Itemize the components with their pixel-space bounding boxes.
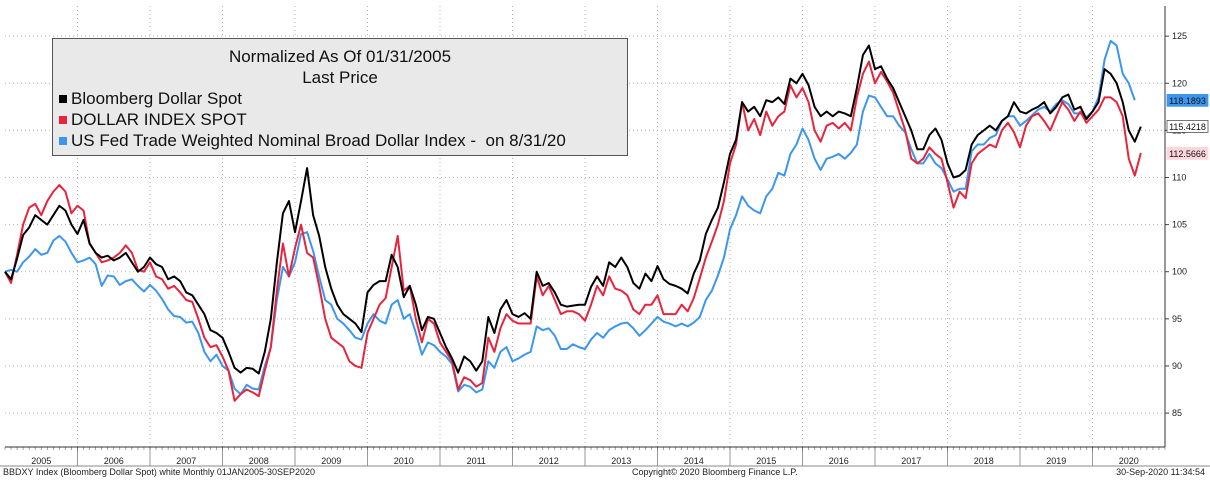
legend-swatch-red: [59, 116, 67, 124]
y-tick-label: 95: [1172, 314, 1182, 324]
last-value-label: 115.4218: [1169, 122, 1206, 132]
legend-item-bloomberg-dollar-spot: Bloomberg Dollar Spot: [59, 89, 242, 109]
legend-title: Normalized As Of 01/31/2005: [228, 47, 452, 66]
footer-timestamp: 30-Sep-2020 11:34:54: [1116, 467, 1205, 477]
footer-copyright: Copyright© 2020 Bloomberg Finance L.P.: [632, 467, 798, 477]
x-tick-label: 2019: [1046, 456, 1066, 466]
series-line-1: [4, 60, 1142, 402]
x-tick-label: 2006: [104, 456, 124, 466]
last-value-tag: 118.1893: [1166, 93, 1209, 107]
footer-security-description: BBDXY Index (Bloomberg Dollar Spot) whit…: [3, 467, 316, 477]
legend-label: DOLLAR INDEX SPOT: [71, 110, 247, 129]
legend-label: Bloomberg Dollar Spot: [71, 89, 243, 108]
x-tick-label: 2017: [901, 456, 921, 466]
x-tick-label: 2007: [176, 456, 196, 466]
y-tick-label: 105: [1172, 220, 1187, 230]
x-tick-label: 2005: [31, 456, 51, 466]
y-tick-label: 90: [1172, 361, 1182, 371]
x-tick-label: 2014: [684, 456, 704, 466]
x-tick-label: 2008: [249, 456, 269, 466]
x-tick-label: 2018: [974, 456, 994, 466]
last-value-box: [1166, 120, 1209, 133]
x-tick-label: 2013: [611, 456, 631, 466]
last-value-label: 112.5666: [1169, 149, 1206, 159]
x-tick-label: 2011: [467, 456, 486, 466]
legend-subtitle: Last Price: [302, 68, 378, 87]
last-value-tag: 115.4218: [1166, 120, 1209, 133]
legend-swatch-blue: [59, 137, 67, 145]
x-tick-label: 2016: [829, 456, 849, 466]
last-value-tag: 112.5666: [1166, 146, 1209, 160]
last-value-box: [1166, 146, 1209, 160]
legend-swatch-black: [59, 95, 67, 103]
y-tick-label: 125: [1172, 31, 1187, 41]
x-tick-label: 2012: [539, 456, 559, 466]
chart-axes: 8590951001051101151201252005200620072008…: [0, 6, 1210, 467]
x-tick-label: 2010: [394, 456, 414, 466]
x-tick-label: 2009: [321, 456, 341, 466]
y-tick-label: 110: [1172, 173, 1186, 183]
last-value-label: 118.1893: [1169, 96, 1206, 106]
y-tick-label: 100: [1172, 267, 1187, 277]
series-line-0: [4, 44, 1142, 375]
legend-item-dollar-index-spot: DOLLAR INDEX SPOT: [59, 110, 247, 130]
y-tick-label: 85: [1172, 408, 1182, 418]
legend-item-fed-trade-weighted: US Fed Trade Weighted Nominal Broad Doll…: [59, 131, 566, 151]
chart-legend: Normalized As Of 01/31/2005 Last Price B…: [52, 38, 628, 156]
chart-series: [4, 39, 1142, 402]
last-value-box: [1166, 93, 1209, 107]
y-tick-label: 120: [1172, 78, 1187, 88]
x-tick-label: 2020: [1119, 456, 1139, 466]
legend-label: US Fed Trade Weighted Nominal Broad Doll…: [71, 131, 566, 150]
x-tick-label: 2015: [756, 456, 776, 466]
